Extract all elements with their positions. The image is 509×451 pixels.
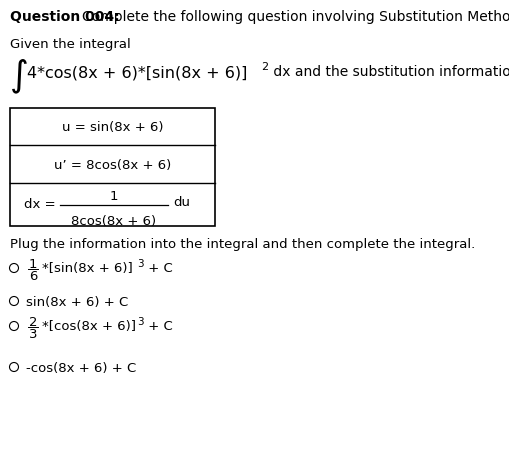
Text: 2: 2 <box>261 62 268 72</box>
Text: 3: 3 <box>137 259 144 269</box>
Circle shape <box>10 296 18 305</box>
Text: dx =: dx = <box>24 198 60 212</box>
Circle shape <box>10 363 18 372</box>
Text: Complete the following question involving Substitution Method.: Complete the following question involvin… <box>82 10 509 24</box>
Text: *[cos(8x + 6)]: *[cos(8x + 6)] <box>42 320 136 333</box>
Text: ∫: ∫ <box>10 58 29 92</box>
Text: 4*cos(8x + 6)*[sin(8x + 6)]: 4*cos(8x + 6)*[sin(8x + 6)] <box>27 65 247 80</box>
Text: u’ = 8cos(8x + 6): u’ = 8cos(8x + 6) <box>54 158 171 171</box>
Text: 3: 3 <box>29 328 37 341</box>
Text: 1: 1 <box>29 258 37 271</box>
Text: sin(8x + 6) + C: sin(8x + 6) + C <box>26 296 128 309</box>
Circle shape <box>10 322 18 331</box>
Text: + C: + C <box>144 262 173 275</box>
Text: 8cos(8x + 6): 8cos(8x + 6) <box>71 215 157 228</box>
Text: 3: 3 <box>137 317 144 327</box>
Text: 2: 2 <box>29 316 37 329</box>
Text: 6: 6 <box>29 270 37 283</box>
Text: Question 004:: Question 004: <box>10 10 120 24</box>
Text: u = sin(8x + 6): u = sin(8x + 6) <box>62 120 163 133</box>
Text: Plug the information into the integral and then complete the integral.: Plug the information into the integral a… <box>10 238 475 251</box>
Text: 1: 1 <box>110 189 118 202</box>
Text: dx and the substitution information: dx and the substitution information <box>269 65 509 79</box>
Text: -cos(8x + 6) + C: -cos(8x + 6) + C <box>26 362 136 375</box>
Text: *[sin(8x + 6)]: *[sin(8x + 6)] <box>42 262 133 275</box>
Text: + C: + C <box>144 320 173 333</box>
Text: du: du <box>173 197 190 210</box>
Text: Given the integral: Given the integral <box>10 38 131 51</box>
Bar <box>10 108 215 226</box>
Circle shape <box>10 263 18 272</box>
